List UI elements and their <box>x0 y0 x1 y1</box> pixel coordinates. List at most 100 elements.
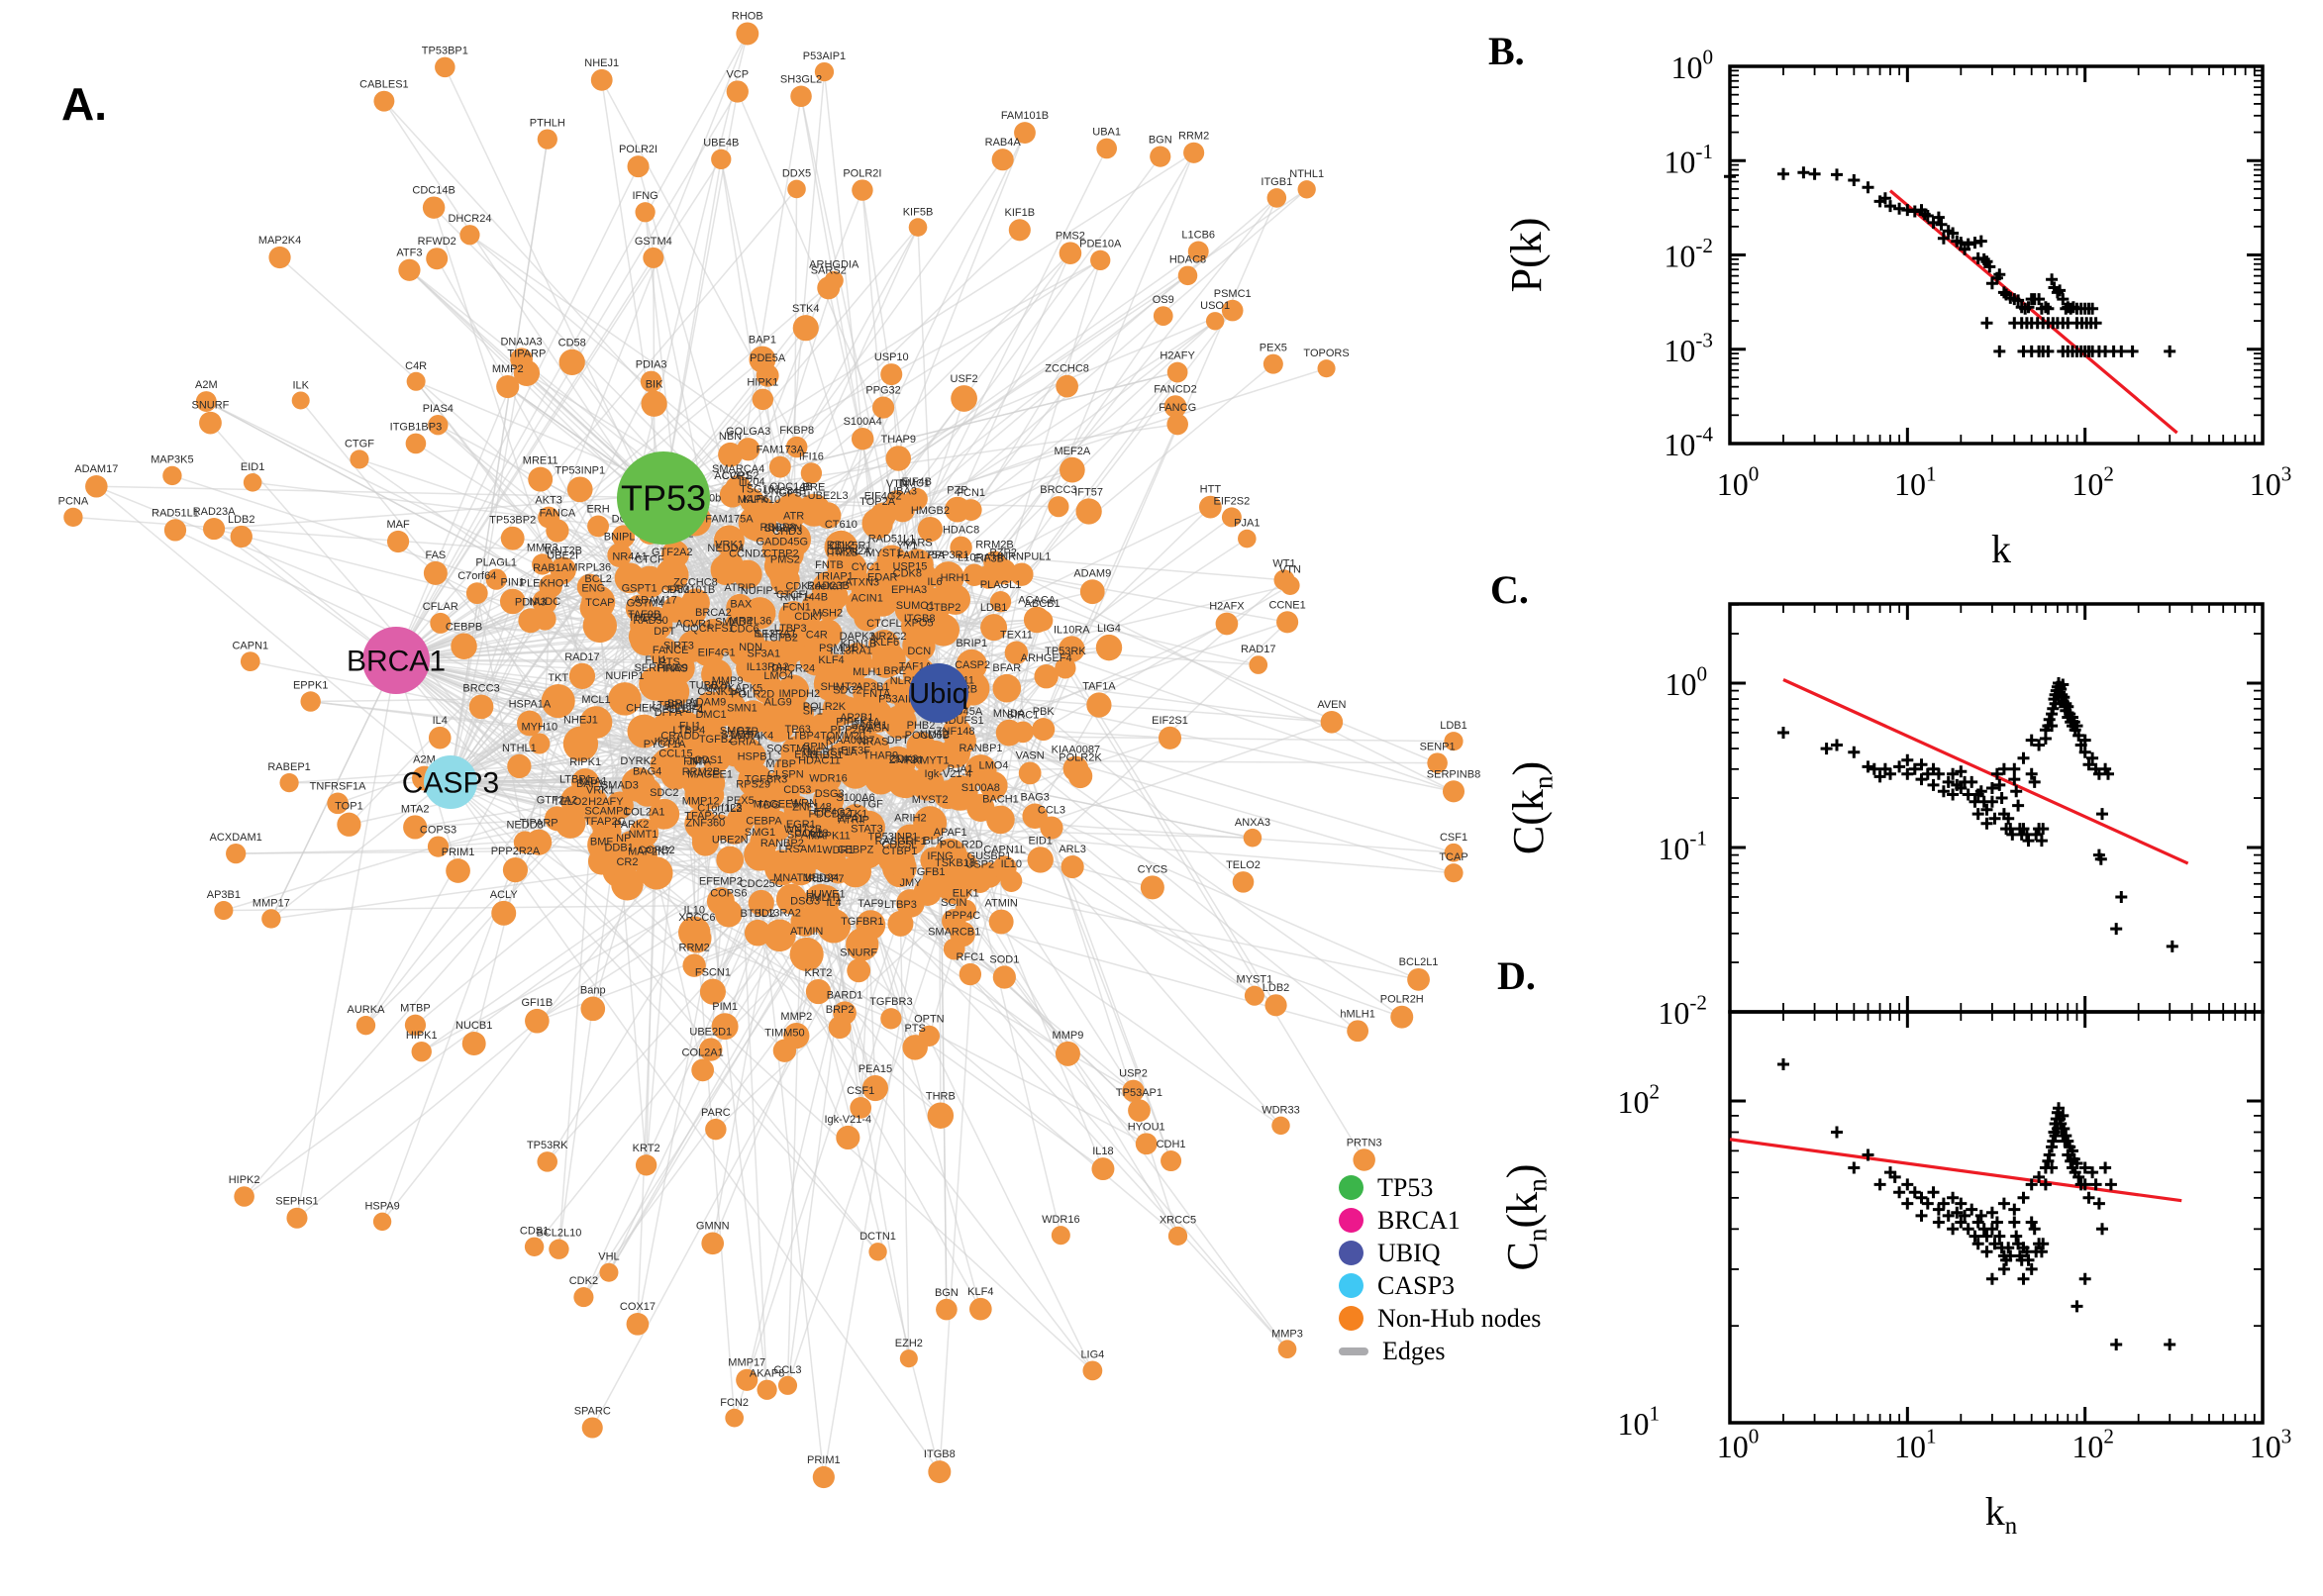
network-node <box>776 522 812 557</box>
network-node <box>430 612 452 634</box>
plot-frame <box>1728 602 2265 1014</box>
network-node <box>1135 1133 1158 1155</box>
gene-label: VRK1 <box>586 785 615 797</box>
tick-label: 101 <box>1894 1425 1937 1464</box>
axis-title: k <box>1991 527 2011 571</box>
network-node <box>243 473 262 492</box>
panel-label-b: B. <box>1488 29 1525 73</box>
network-node <box>1427 752 1448 773</box>
network-node <box>684 777 718 811</box>
gene-label: MLH1 <box>853 666 881 678</box>
node-swatch-icon <box>1339 1273 1364 1298</box>
network-node <box>558 349 585 376</box>
network-node <box>1012 721 1034 744</box>
network-node <box>629 818 659 848</box>
network-node <box>549 1239 569 1259</box>
gene-label: FAM175A <box>705 513 754 525</box>
gene-label: CEBPZ <box>666 703 703 715</box>
gene-label: MYH10 <box>521 721 557 733</box>
network-node <box>1221 299 1244 322</box>
gene-label: MRE11 <box>523 455 558 467</box>
network-node <box>1079 579 1105 605</box>
gene-label: IFT57 <box>1074 486 1103 498</box>
gene-label: LTBP3 <box>884 899 917 911</box>
gene-label: MYST1 <box>865 548 902 559</box>
chart-panel-C: 100 10-1 10-2 C(kn​) <box>1504 602 2265 1031</box>
network-node <box>787 179 806 199</box>
gene-label: CAPN1L <box>983 844 1026 855</box>
axis-title: kn​ <box>1985 1489 2018 1540</box>
gene-label: RAD50 <box>633 615 667 627</box>
gene-label: WRN <box>791 798 817 810</box>
gene-label: RRM2B <box>975 540 1014 551</box>
gene-label: PPP3R1 <box>928 549 969 561</box>
network-node <box>517 710 543 737</box>
gene-label: PSMD1 <box>819 643 857 654</box>
gene-label: ARHGDIA <box>809 259 859 271</box>
network-node <box>422 196 446 219</box>
network-edge <box>95 485 452 783</box>
tick-marks <box>1728 64 2265 446</box>
network-node <box>532 589 557 615</box>
gene-label: ALG9 <box>764 696 792 708</box>
network-node <box>230 525 252 549</box>
network-edge <box>882 274 1188 517</box>
network-node <box>446 858 470 883</box>
network-node <box>163 519 187 542</box>
network-node <box>887 910 914 937</box>
network-node <box>711 686 744 720</box>
network-node <box>775 883 807 915</box>
gene-label: SERPINB8 <box>1427 768 1480 780</box>
network-node <box>800 462 823 484</box>
network-edge <box>415 380 684 728</box>
network-node <box>1008 219 1031 242</box>
network-node <box>1163 395 1187 418</box>
network-edge <box>296 659 397 1219</box>
network-node <box>566 476 593 503</box>
gene-label: RAB1A <box>533 562 569 574</box>
gene-label: DDB1 <box>604 843 633 854</box>
gene-label: ITGB8 <box>904 613 936 625</box>
gene-label: RPS29 <box>736 779 770 791</box>
network-node <box>699 1038 723 1061</box>
network-node <box>1249 655 1268 674</box>
network-node <box>1390 1005 1414 1029</box>
gene-label: HDAC11 <box>798 754 841 766</box>
network-edge <box>861 259 1101 606</box>
network-node <box>355 1015 376 1036</box>
tick-label: 102 <box>2071 1425 2114 1464</box>
network-node <box>789 760 824 795</box>
network-node <box>403 815 428 840</box>
gene-label: WDR1 <box>822 845 854 856</box>
gene-label: TAF9B <box>628 609 660 621</box>
network-node <box>777 1375 798 1395</box>
gene-label: CAPN1 <box>232 640 268 651</box>
gene-label: PCNA <box>58 496 89 508</box>
network-node <box>1082 1360 1103 1381</box>
gene-label: PJA1 <box>948 763 973 775</box>
network-node <box>337 812 361 837</box>
network-node <box>1090 249 1111 270</box>
gene-label: ATXN3 <box>845 576 879 588</box>
gene-label: KIF5B <box>903 206 934 218</box>
network-node <box>500 526 525 550</box>
gene-label: TGFBR3 <box>869 996 912 1008</box>
gene-label: UBE2L3 <box>808 490 849 502</box>
gene-label: MRPL36 <box>568 562 611 574</box>
network-node <box>1122 1079 1145 1102</box>
gene-label: SUMO1 <box>896 600 935 612</box>
gene-label: TOP1 <box>335 801 363 813</box>
network-node <box>828 1016 852 1040</box>
gene-label: LDB1 <box>1440 720 1467 732</box>
network-edge <box>786 848 804 1386</box>
network-node <box>491 900 517 926</box>
gene-label: MAPKAPK5 <box>704 682 762 694</box>
network-node <box>587 515 609 538</box>
gene-label: PRIM1 <box>807 1454 841 1466</box>
network-node <box>1075 498 1102 525</box>
gene-label: ELK1 <box>953 888 979 900</box>
network-node <box>529 733 551 754</box>
network-edge <box>469 234 812 474</box>
